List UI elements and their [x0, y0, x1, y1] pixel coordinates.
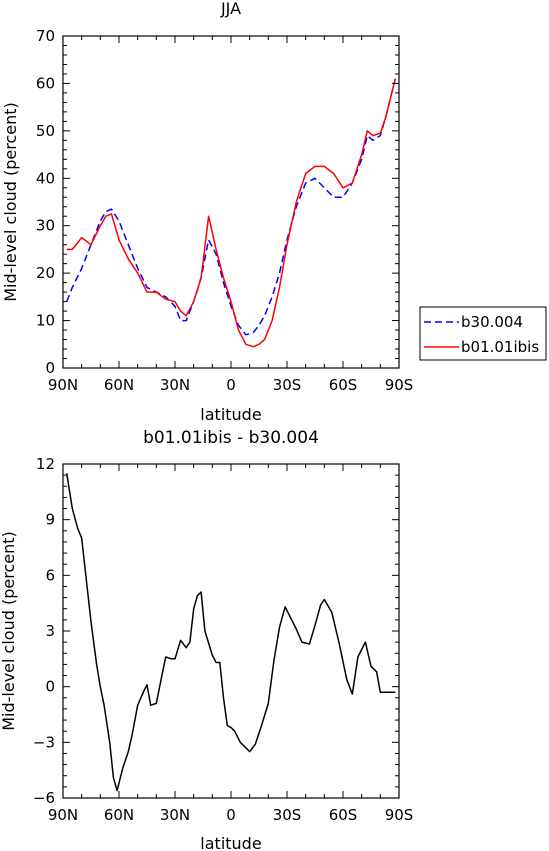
x-tick-label: 30S — [273, 806, 302, 824]
y-tick-label: 20 — [36, 264, 55, 282]
y-tick-label: 12 — [36, 455, 55, 473]
x-tick-label: 30S — [273, 376, 302, 394]
x-tick-label: 0 — [226, 806, 236, 824]
y-tick-label: 60 — [36, 74, 55, 92]
y-tick-label: 3 — [45, 622, 55, 640]
series-group-diff — [65, 473, 396, 792]
y-tick-label: 6 — [45, 566, 55, 584]
x-axis-diff: 90N 60N 30N 0 30S 60S 90S — [48, 464, 413, 824]
x-tick-label: 90N — [48, 376, 78, 394]
y-tick-label: 50 — [36, 122, 55, 140]
x-tick-label: 30N — [160, 806, 190, 824]
y-tick-label: 0 — [45, 678, 55, 696]
y-tick-label: 0 — [45, 359, 55, 377]
y-axis-label-diff: Mid-level cloud (percent) — [0, 531, 18, 731]
y-tick-label: 9 — [45, 511, 55, 529]
plot-frame-diff — [62, 463, 400, 799]
x-tick-label: 30N — [160, 376, 190, 394]
y-tick-label: 10 — [36, 312, 55, 330]
y-tick-label: 70 — [36, 27, 55, 45]
chart-panel-bottom: b01.01ibis - b30.004 −6 −3 0 3 6 9 12 90N 60N 30… — [0, 428, 413, 851]
series-group — [66, 78, 397, 348]
legend: b30.004 b01.01ibis — [419, 306, 547, 361]
y-axis: 0 10 20 30 40 50 60 70 — [36, 27, 399, 377]
x-axis-label: latitude — [200, 405, 261, 424]
x-axis: 90N 60N 30N 0 30S 60S 90S — [48, 36, 413, 394]
y-tick-label: −3 — [33, 733, 55, 751]
x-tick-label: 60S — [329, 806, 358, 824]
chart-title-diff: b01.01ibis - b30.004 — [143, 428, 319, 448]
series-line-b01-01ibis — [66, 78, 397, 348]
legend-label-b01: b01.01ibis — [461, 338, 539, 356]
y-axis-diff: −6 −3 0 3 6 9 12 — [33, 455, 399, 807]
x-tick-label: 90N — [48, 806, 78, 824]
y-tick-label: 30 — [36, 217, 55, 235]
x-axis-label-diff: latitude — [200, 834, 261, 851]
series-line-b30-004 — [66, 78, 397, 336]
x-tick-label: 60N — [104, 806, 134, 824]
legend-box — [419, 306, 547, 361]
y-tick-label: −6 — [33, 789, 55, 807]
series-line-diff — [65, 473, 396, 792]
x-tick-label: 90S — [385, 806, 414, 824]
y-axis-label: Mid-level cloud (percent) — [1, 102, 20, 302]
x-tick-label: 60S — [329, 376, 358, 394]
x-tick-label: 0 — [226, 376, 236, 394]
x-tick-label: 90S — [385, 376, 414, 394]
legend-label-b30: b30.004 — [461, 313, 523, 331]
x-tick-label: 60N — [104, 376, 134, 394]
y-tick-label: 40 — [36, 169, 55, 187]
chart-title: JJA — [220, 0, 241, 18]
plot-frame — [62, 35, 400, 369]
